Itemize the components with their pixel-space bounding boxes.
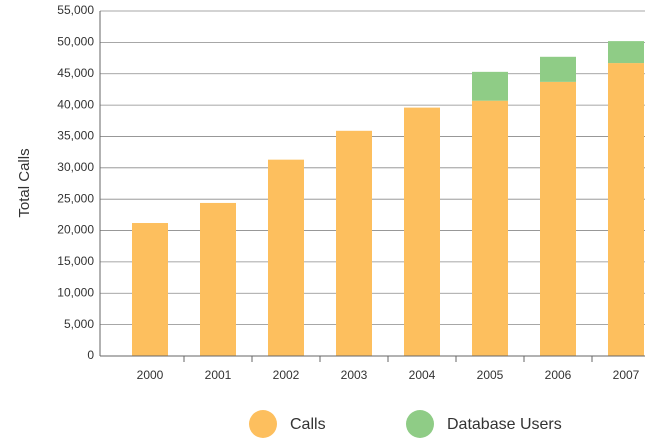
bar-segment	[608, 63, 644, 357]
legend-label: Database Users	[447, 416, 562, 433]
x-tick-label: 2006	[545, 368, 572, 382]
y-tick-label: 55,000	[57, 3, 94, 17]
bar-segment	[608, 41, 644, 64]
bar-segment	[472, 100, 508, 356]
legend-swatch	[406, 410, 434, 438]
x-tick-label: 2004	[409, 368, 436, 382]
x-tick-label: 2007	[613, 368, 640, 382]
x-tick-label: 2002	[273, 368, 300, 382]
y-tick-label: 15,000	[57, 254, 94, 268]
x-tick-label: 2005	[477, 368, 504, 382]
y-axis-label: Total Calls	[16, 148, 33, 217]
bar-segment	[132, 223, 168, 356]
y-tick-label: 5,000	[64, 317, 94, 331]
legend-swatch	[249, 410, 277, 438]
y-tick-label: 10,000	[57, 285, 94, 299]
x-tick-label: 2001	[205, 368, 232, 382]
x-tick-label: 2003	[341, 368, 368, 382]
x-tick-label: 2000	[137, 368, 164, 382]
y-tick-label: 40,000	[57, 97, 94, 111]
bar-segment	[404, 107, 440, 356]
bar-segment	[268, 159, 304, 356]
y-tick-label: 25,000	[57, 191, 94, 205]
y-tick-label: 50,000	[57, 35, 94, 49]
bar-segment	[540, 56, 576, 82]
bar-segment	[540, 81, 576, 356]
bar-segment	[472, 71, 508, 101]
legend-label: Calls	[290, 416, 326, 433]
y-tick-label: 0	[87, 348, 94, 362]
bar-segment	[200, 202, 236, 356]
y-tick-label: 35,000	[57, 129, 94, 143]
bar-segment	[336, 130, 372, 356]
y-tick-label: 45,000	[57, 66, 94, 80]
y-tick-label: 20,000	[57, 223, 94, 237]
y-tick-label: 30,000	[57, 160, 94, 174]
